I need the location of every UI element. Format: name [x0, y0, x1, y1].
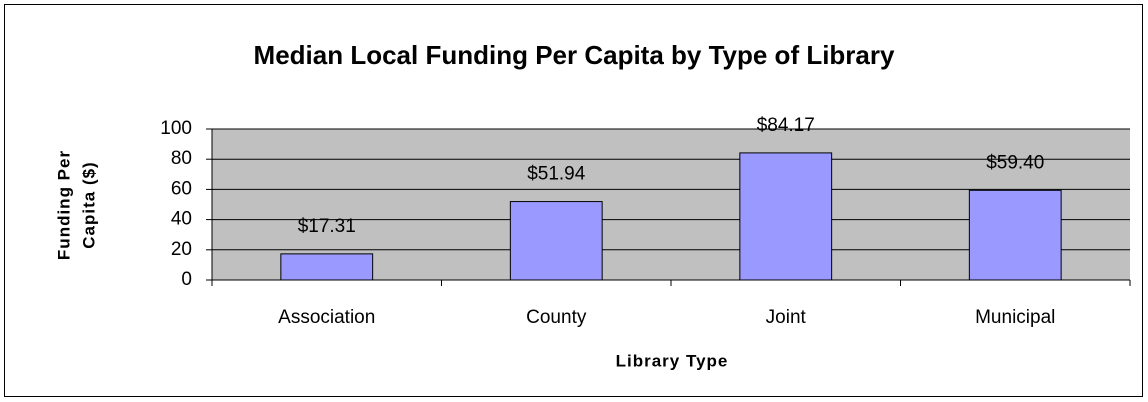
bar [739, 152, 833, 281]
value-label: $17.31 [298, 216, 356, 237]
y-tick-label: 0 [181, 269, 192, 290]
chart-title: Median Local Funding Per Capita by Type … [254, 40, 895, 70]
value-label: $84.17 [757, 115, 815, 136]
y-axis-title-line: Capita ($) [79, 161, 98, 248]
x-tick-label: Municipal [975, 307, 1055, 328]
value-label: $59.40 [986, 152, 1044, 173]
bar [509, 201, 603, 281]
bar [280, 253, 374, 281]
y-tick-label: 40 [171, 209, 192, 230]
y-tick-label: 20 [171, 239, 192, 260]
y-axis-title: Funding Per Capita ($) [54, 150, 98, 260]
y-tick-label: 80 [171, 148, 192, 169]
x-tick-label: Association [278, 307, 375, 328]
y-tick-label: 100 [160, 118, 192, 139]
bar [968, 189, 1062, 281]
value-label: $51.94 [527, 164, 586, 185]
x-tick-label: County [526, 307, 587, 328]
x-axis-title: Library Type [616, 351, 729, 370]
y-tick-label: 60 [171, 178, 192, 199]
x-tick-label: Joint [766, 307, 807, 328]
y-axis-title-line: Funding Per [54, 150, 73, 260]
